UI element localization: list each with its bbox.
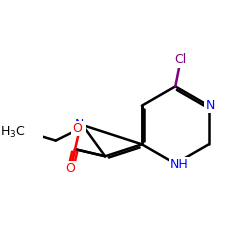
- Text: H$_3$C: H$_3$C: [0, 125, 26, 140]
- Text: O: O: [72, 122, 82, 135]
- Text: Cl: Cl: [174, 53, 187, 66]
- Text: N: N: [75, 118, 85, 132]
- Text: N: N: [206, 99, 215, 112]
- Text: O: O: [65, 162, 75, 175]
- Text: NH: NH: [170, 158, 188, 172]
